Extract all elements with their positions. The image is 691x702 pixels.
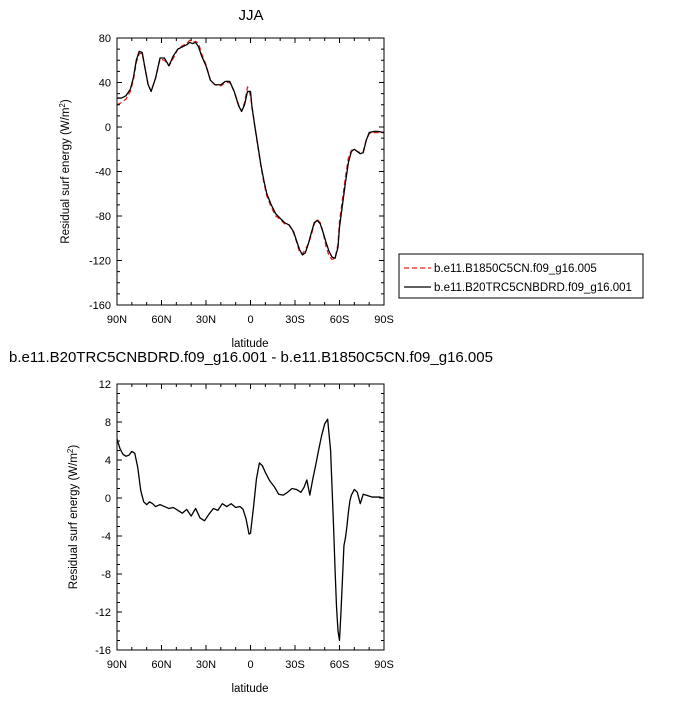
top-ytick-label: -160 (89, 300, 111, 312)
top-series-line-1 (117, 41, 385, 259)
top-ytick-label: -40 (95, 167, 111, 179)
bottom-xtick-label: 60N (151, 659, 171, 671)
top-ytick-label: -80 (95, 211, 111, 223)
top-y-axis-label: Residual surf energy (W/m2) (58, 99, 72, 244)
bottom-ytick-label: 4 (105, 455, 111, 467)
bottom-xtick-label: 30N (196, 659, 216, 671)
top-ytick-label: 80 (99, 33, 111, 45)
top-axis-ticks: 90N 60N 30N 0 30S 60S 90S -160 -120 -80 -40 0 40 80 (89, 33, 394, 326)
bottom-xtick-label: 0 (247, 659, 253, 671)
bottom-ytick-label: -8 (101, 569, 111, 581)
top-y-label-close: ) (60, 99, 72, 103)
top-y-label-main: Residual surf energy (W/m (60, 108, 72, 244)
top-chart-title: JJA (238, 7, 263, 24)
bottom-ytick-label: 8 (105, 417, 111, 429)
bottom-xtick-label: 30S (285, 659, 305, 671)
top-plot-frame (116, 37, 385, 306)
top-xtick-label: 90S (374, 314, 394, 326)
bottom-panel: b.e11.B20TRC5CNBDRD.f09_g16.001 - b.e11.… (9, 349, 493, 695)
bottom-xtick-label: 90S (374, 659, 394, 671)
top-ytick-label: 0 (105, 122, 111, 134)
bottom-ytick-label: -4 (101, 531, 111, 543)
top-xtick-label: 60N (151, 314, 171, 326)
bottom-ytick-label: -12 (95, 607, 111, 619)
bottom-chart-title: b.e11.B20TRC5CNBDRD.f09_g16.001 - b.e11.… (9, 349, 493, 366)
bottom-axis-ticks: 90N 60N 30N 0 30S 60S 90S -16 -12 -8 -4 0 4 8 12 (95, 379, 394, 671)
top-xtick-label: 60S (330, 314, 350, 326)
top-xtick-label: 30S (285, 314, 305, 326)
legend: b.e11.B1850C5CN.f09_g16.005 b.e11.B20TRC… (398, 253, 644, 299)
bottom-series-lines (116, 418, 385, 642)
bottom-x-axis-label: latitude (231, 683, 268, 695)
bottom-y-label-close: ) (68, 445, 80, 449)
top-panel: JJA 90N 60N 30N 0 30S 60S 90S -160 -120 -80 -40 0 40… (58, 7, 394, 350)
bottom-ytick-label: -16 (95, 645, 111, 657)
top-ytick-label: 40 (99, 78, 111, 90)
bottom-ytick-label: 0 (105, 493, 111, 505)
top-x-axis-label: latitude (231, 338, 268, 350)
bottom-ytick-label: 12 (99, 379, 111, 391)
bottom-xtick-label: 90N (107, 659, 127, 671)
bottom-xtick-label: 60S (330, 659, 350, 671)
top-series-lines (116, 39, 385, 261)
legend-label-b1850: b.e11.B1850C5CN.f09_g16.005 (434, 263, 597, 275)
top-ytick-label: -120 (89, 256, 111, 268)
top-y-label-sup: 2 (58, 103, 67, 108)
bottom-series-line-0 (116, 418, 385, 642)
bottom-y-label-main: Residual surf energy (W/m (68, 453, 80, 589)
top-xtick-label: 90N (107, 314, 127, 326)
legend-box (398, 253, 644, 299)
bottom-y-label-sup: 2 (66, 448, 75, 453)
top-xtick-label: 30N (196, 314, 216, 326)
bottom-y-axis-label: Residual surf energy (W/m2) (66, 445, 80, 590)
bottom-plot-frame (116, 383, 385, 651)
top-xtick-label: 0 (247, 314, 253, 326)
legend-label-b20trc: b.e11.B20TRC5CNBDRD.f09_g16.001 (434, 282, 632, 294)
